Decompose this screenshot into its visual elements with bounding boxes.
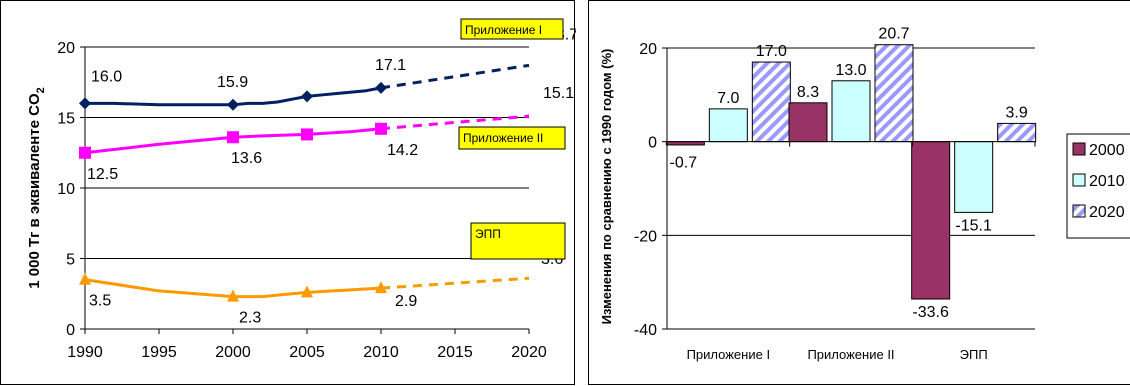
series-name-box	[458, 126, 566, 150]
data-label: 15.1	[543, 85, 574, 102]
bar-data-label: 8.3	[797, 84, 819, 101]
legend-swatch-2000	[1072, 142, 1086, 156]
bar-data-label: 3.9	[1006, 104, 1028, 121]
data-label: 2.9	[395, 293, 417, 310]
y-tick-label: 10	[57, 181, 75, 198]
data-label: 3.5	[89, 293, 111, 310]
series-name-box	[460, 18, 564, 40]
legend-label-2000: 2000	[1089, 142, 1125, 159]
y-axis-label-text: 1 000 Тг в эквиваленте CO	[26, 93, 43, 289]
data-label: 16.0	[91, 68, 122, 85]
data-point	[79, 97, 91, 110]
bar-data-label: -15.1	[955, 217, 992, 234]
data-label: 12.5	[87, 166, 118, 183]
y-tick-label: 20	[57, 40, 75, 57]
legend-swatch-2020	[1072, 204, 1086, 218]
y-tick-label: 0	[66, 322, 75, 339]
x-tick-label: 2005	[289, 344, 325, 361]
y-axis-label: 1 000 Тг в эквиваленте CO2	[26, 87, 47, 288]
series-line	[85, 86, 382, 107]
data-point	[301, 285, 313, 298]
data-label: 14.2	[387, 142, 418, 159]
data-label: 13.6	[231, 150, 262, 167]
x-category-label: Приложение II	[807, 347, 894, 362]
bar-data-label: 17.0	[756, 43, 787, 60]
y-tick-label: 20	[639, 41, 657, 58]
bar-2020-1	[751, 61, 791, 143]
bar-2010-2	[831, 80, 871, 143]
bar-2000-2	[788, 102, 828, 143]
series-projection-line	[380, 276, 530, 290]
bar-data-label: 20.7	[878, 26, 909, 43]
legend: 2000 2010 2020	[1066, 133, 1130, 239]
y-tick-label: 5	[66, 252, 75, 269]
y-tick-label: -40	[634, 322, 657, 339]
bar-data-label: 7.0	[717, 90, 739, 107]
y-axis-label: Изменения по сравнению с 1990 годом (%)	[599, 49, 614, 325]
bar-2000-3	[911, 141, 951, 300]
x-tick-label: 2000	[215, 344, 251, 361]
series-projection-line	[380, 63, 530, 90]
series-name-label: ЭПП	[475, 227, 501, 241]
data-label: 15.9	[217, 74, 248, 91]
data-point	[227, 131, 239, 144]
bar-2010-3	[954, 141, 994, 213]
line-chart: 0 5 10 15 20 1990 1995 2000 2005 2010 2015 2020 1 00…	[26, 18, 576, 361]
bar-data-label: 13.0	[835, 62, 866, 79]
series-name-label: Приложение I	[465, 23, 542, 37]
x-tick-label: 2015	[437, 344, 473, 361]
series-name-box	[470, 222, 566, 260]
x-tick-label: 1995	[141, 344, 177, 361]
legend-label-2020: 2020	[1089, 204, 1125, 221]
x-category-label: ЭПП	[960, 347, 988, 362]
bar-data-label: -33.6	[912, 304, 949, 321]
data-point	[301, 128, 313, 141]
line-chart-panel: 0 5 10 15 20 1990 1995 2000 2005 2010 2015 2020 1 00…	[0, 0, 576, 385]
series-name-label: Приложение II	[463, 131, 543, 145]
legend-swatch-2010	[1072, 173, 1086, 187]
bar-data-label: -0.7	[670, 155, 698, 172]
y-tick-label: 0	[648, 135, 657, 152]
data-point	[375, 281, 387, 294]
data-point	[375, 81, 387, 94]
series-2: 12.5 13.6 14.2 15.1 Приложение II	[79, 85, 574, 183]
data-point	[375, 122, 387, 135]
bar-2010-1	[708, 108, 748, 143]
legend-label-2010: 2010	[1089, 173, 1125, 190]
data-point	[301, 90, 313, 103]
y-tick-label: 15	[57, 111, 75, 128]
data-point	[79, 272, 91, 285]
data-label: 17.1	[375, 57, 406, 74]
bar-chart-panel: -40 -20 0 20 Изменения по сравнению с 1990 г…	[588, 0, 1130, 385]
data-point	[227, 289, 239, 302]
series-line	[84, 127, 382, 155]
bar-2020-2	[874, 44, 914, 143]
bar-chart: -40 -20 0 20 Изменения по сравнению с 1990 г…	[599, 26, 1130, 362]
y-axis-label-subscript: 2	[35, 87, 47, 93]
x-tick-label: 2020	[511, 344, 547, 361]
x-tick-label: 2010	[363, 344, 399, 361]
bar-2020-3	[997, 122, 1037, 143]
data-point	[227, 98, 239, 111]
data-label: 2.3	[239, 310, 261, 327]
x-category-label: Приложение I	[687, 347, 770, 362]
y-tick-label: -20	[634, 228, 657, 245]
x-tick-label: 1990	[67, 344, 103, 361]
series-projection-line	[380, 114, 530, 131]
data-point	[79, 146, 91, 159]
